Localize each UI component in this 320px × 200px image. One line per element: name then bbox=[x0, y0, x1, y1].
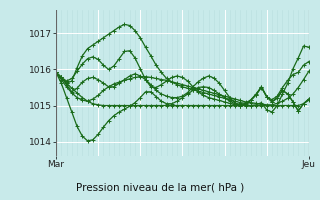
Text: Pression niveau de la mer( hPa ): Pression niveau de la mer( hPa ) bbox=[76, 182, 244, 192]
